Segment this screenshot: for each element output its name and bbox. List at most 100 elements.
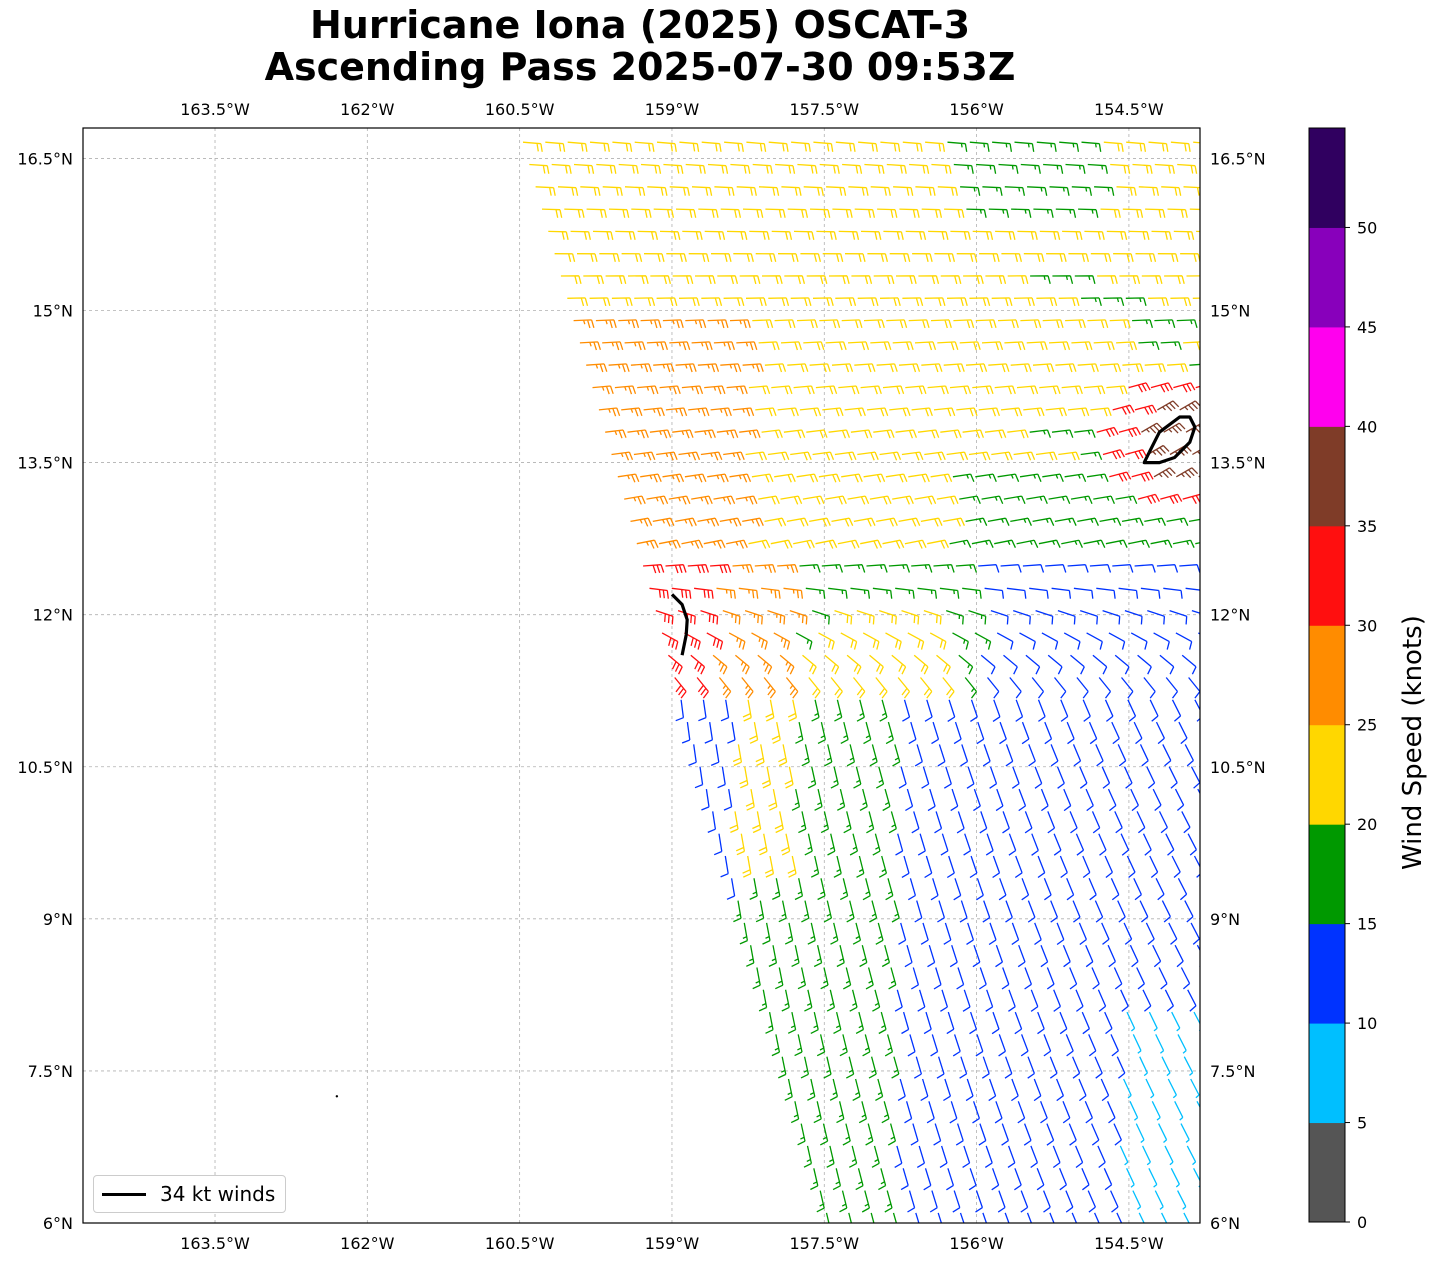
wind-barb [901, 609, 920, 625]
wind-barb [934, 811, 943, 834]
wind-barb [920, 1078, 929, 1102]
wind-barb [887, 1123, 897, 1146]
colorbar-bin [1309, 625, 1345, 726]
wind-barb [1019, 632, 1036, 650]
colorbar-tick-label: 45 [1357, 318, 1377, 337]
wind-barb [602, 341, 624, 351]
wind-barb [1126, 855, 1136, 879]
wind-barb [994, 385, 1016, 395]
wind-barb [1062, 944, 1071, 968]
wind-barb [736, 341, 758, 351]
wind-barb [592, 230, 614, 240]
wind-barb [806, 429, 828, 439]
wind-barb [832, 208, 853, 218]
wind-barb [749, 721, 759, 744]
wind-barb [1196, 944, 1200, 968]
wind-barb [688, 253, 710, 262]
wind-barb [869, 900, 878, 923]
wind-barb [1150, 382, 1173, 393]
wind-barb [717, 766, 726, 789]
wind-barb [1083, 385, 1106, 395]
lat-tick-label-left: 15°N [33, 302, 73, 321]
wind-barb [1180, 253, 1200, 262]
wind-barb [1034, 922, 1042, 946]
wind-barb [726, 878, 736, 900]
wind-barb [701, 297, 723, 307]
wind-barb [710, 564, 732, 574]
wind-barb [1093, 495, 1115, 504]
wind-barb [812, 451, 835, 461]
wind-barb [801, 900, 810, 923]
wind-barb [902, 297, 924, 307]
wind-barb [952, 473, 975, 482]
wind-barb [1014, 855, 1023, 879]
wind-barb [866, 811, 875, 834]
wind-barb [1040, 788, 1049, 812]
wind-barb [608, 363, 630, 373]
wind-barb [927, 539, 949, 549]
wind-barb [968, 451, 991, 461]
lat-tick-label-right: 12°N [1210, 606, 1250, 625]
wind-barb [681, 539, 704, 549]
wind-barb [1059, 141, 1080, 152]
wind-barb [997, 1190, 1006, 1213]
lat-tick-label-left: 9°N [43, 910, 73, 929]
lon-tick-label-bottom: 156°W [949, 1234, 1004, 1253]
wind-barb [1007, 429, 1029, 439]
wind-barb [914, 744, 923, 767]
wind-barb [875, 922, 884, 945]
wind-barb [908, 473, 930, 483]
wind-barb [905, 230, 927, 240]
wind-barb [824, 654, 840, 675]
wind-barb [1098, 833, 1107, 856]
wind-barb [1004, 186, 1026, 196]
wind-barb [730, 163, 751, 174]
wind-barb [1050, 900, 1059, 923]
wind-barb [701, 789, 710, 811]
wind-barb [1193, 1167, 1200, 1188]
wind-barb [872, 833, 881, 856]
wind-barb [923, 1168, 932, 1191]
wind-barb [795, 632, 813, 650]
wind-barb [946, 1168, 955, 1191]
wind-barb [986, 677, 1000, 699]
wind-barb [979, 253, 1000, 262]
wind-barb [984, 429, 1007, 439]
wind-barb [707, 473, 729, 483]
wind-barb [846, 900, 855, 923]
wind-barb [758, 833, 768, 856]
wind-barb [959, 900, 968, 923]
wind-barb [1183, 341, 1200, 351]
wind-barb [982, 744, 991, 767]
wind-barb [947, 699, 956, 722]
wind-barb [1089, 564, 1112, 573]
wind-barb [1085, 788, 1094, 812]
wind-barb [1003, 495, 1026, 504]
wind-barb [818, 473, 841, 483]
wind-barb [1133, 721, 1143, 745]
wind-barb [1035, 609, 1054, 625]
wind-barb [674, 677, 687, 699]
wind-barb [1109, 471, 1132, 482]
wind-barb [1050, 744, 1059, 767]
wind-barb [950, 788, 959, 812]
wind-barb [1183, 186, 1200, 196]
wind-barb [1188, 677, 1200, 699]
wind-barb [691, 341, 713, 351]
wind-barb [795, 721, 804, 744]
wind-barb [1145, 1078, 1155, 1099]
wind-barb [1066, 721, 1075, 745]
wind-barb [739, 766, 749, 789]
wind-barb [704, 385, 726, 395]
wind-barb [1175, 632, 1193, 650]
wind-barb [1030, 1145, 1039, 1169]
wind-barb [576, 253, 598, 262]
wind-barb [969, 1011, 978, 1035]
wind-barb [1048, 495, 1071, 504]
wind-barb [975, 1190, 984, 1213]
wind-barb [1003, 654, 1018, 675]
wind-barb [904, 1101, 913, 1124]
colorbar-tick-label: 20 [1357, 815, 1377, 834]
wind-barb [774, 319, 796, 329]
wind-barb [963, 275, 984, 285]
